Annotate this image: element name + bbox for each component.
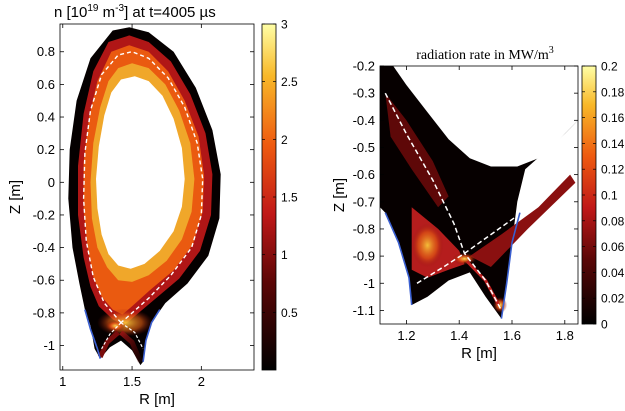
colorbar-tick-label: 0.12 [601,163,625,177]
y-tick-label: 0.8 [37,44,55,59]
radiation-title: radiation rate in MW/m3 [416,45,554,63]
colorbar-tick-label: 0.06 [601,240,625,254]
colorbar-tick-label: 0.08 [601,214,625,228]
y-tick-label: -0.2 [353,59,375,74]
x-tick-label: 1.8 [556,328,574,343]
colorbar-tick-label: 0.04 [601,266,625,280]
wall-outer [500,212,521,319]
y-tick-label: -0.8 [353,221,375,236]
density-title: n [1019 m-3] at t=4005 µs [54,3,216,21]
colorbar-tick-label: 3 [281,18,288,32]
y-tick-label: -1 [363,276,375,291]
radiation-field [380,66,578,319]
density-y-ticks: -1 -0.8 -0.6 -0.4 -0.2 0 0.2 0.4 0.6 0.8 [33,44,254,353]
xpoint-glow [452,252,477,265]
y-tick-label: 0.2 [37,142,55,157]
radiation-y-ticks: -1.1 -1 -0.9 -0.8 -0.7 -0.6 -0.5 -0.4 -0.3 -0.2 [353,59,578,318]
colorbar-tick-label: 0.14 [601,137,625,151]
x-tick-label: 1.4 [450,328,468,343]
inner-divertor-glow [411,223,444,268]
x-tick-label: 1 [59,374,66,389]
density-x-ticks: 1 1.5 2 [59,24,205,389]
colorbar-tick-label: 0.2 [601,60,618,74]
density-axes-frame [59,23,255,371]
inner-leg [97,330,120,358]
y-tick-label: -0.6 [353,167,375,182]
colorbar-tick-label: 2 [281,133,288,147]
x-tick-label: 1.6 [503,328,521,343]
x-tick-label: 1.2 [397,328,415,343]
colorbar-tick-label: 0.18 [601,85,625,99]
y-tick-label: -0.9 [353,249,375,264]
outer-leg [119,330,143,363]
y-tick-label: -0.8 [33,305,55,320]
outer-sol-radiation [469,174,576,267]
colorbar-tick-label: 1 [281,248,288,262]
radiation-colorbar-ticks: 0 0.02 0.04 0.06 0.08 0.1 0.12 0.14 0.16 0.18 0.2 [582,60,625,332]
y-tick-label: -0.6 [33,273,55,288]
radiation-x-ticks: 1.2 1.4 1.6 1.8 [397,66,574,343]
separatrix-inner-branch [384,92,503,311]
density-field [68,27,221,366]
x-tick-label: 2 [198,374,205,389]
wall-inner [84,309,101,359]
y-tick-label: -0.7 [353,194,375,209]
colorbar-tick-label: 0 [601,318,608,332]
density-panel: n [1019 m-3] at t=4005 µs 1 1.5 2 -1-0.8-0… [7,3,298,408]
y-tick-label: -0.3 [353,86,375,101]
y-tick-label: 0.6 [37,77,55,92]
separatrix-leg-inner [101,322,122,350]
separatrix-leg-outer [120,322,144,350]
y-tick-label: -0.4 [33,240,55,255]
wall-outer [142,309,161,362]
radiation-x-label: R [m] [461,345,497,362]
colorbar-tick-label: 0.5 [281,306,298,320]
x-tick-label: 1.5 [123,374,141,389]
density-y-label: Z [m] [7,180,24,214]
radiation-panel: radiation rate in MW/m3 1.2 1.4 1.6 1.8 -1.… [331,45,625,362]
colorbar-tick-label: 0.16 [601,111,625,125]
colorbar-tick-label: 0.1 [601,189,618,203]
density-colorbar-ticks: 0.5 1 1.5 2 2.5 3 [262,18,298,320]
separatrix [82,50,204,324]
colorbar-tick-label: 2.5 [281,75,298,89]
radiation-y-label: Z [m] [331,178,348,212]
y-tick-label: -0.5 [353,140,375,155]
y-tick-label: -0.2 [33,207,55,222]
radiation-axes-frame [379,65,579,325]
colorbar-tick-label: 1.5 [281,191,298,205]
y-tick-label: -0.4 [353,113,375,128]
wall-inner [384,212,413,306]
separatrix-outer-branch [416,163,578,284]
y-tick-label: -1 [43,338,55,353]
y-tick-label: 0 [48,175,55,190]
y-tick-label: -1.1 [353,303,375,318]
core-hole [96,76,185,269]
core-blank [393,66,578,167]
y-tick-label: 0.4 [37,110,55,125]
outer-leg-radiation [466,260,501,306]
divertor-glow [97,308,154,337]
density-x-label: R [m] [139,391,175,408]
colorbar-tick-label: 0.02 [601,292,625,306]
